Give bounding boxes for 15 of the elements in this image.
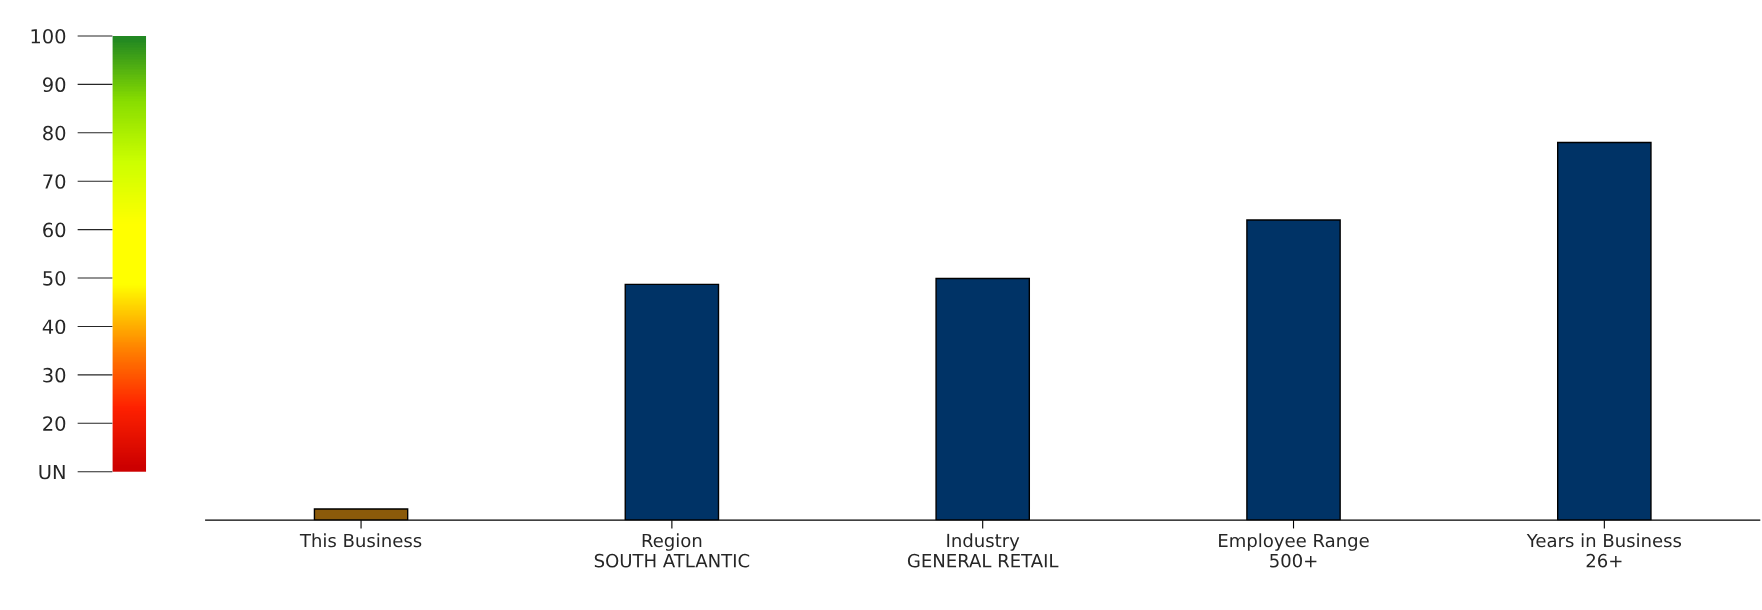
- y-tick-label: 40: [42, 319, 66, 335]
- x-tick-label: Region SOUTH ATLANTIC: [594, 533, 750, 568]
- x-tick-label: Years in Business 26+: [1526, 533, 1682, 568]
- y-tick-label: 80: [43, 125, 66, 141]
- y-tick-label: 90: [43, 77, 66, 93]
- y-tick-label: 60: [43, 222, 66, 238]
- y-tick-label: 30: [43, 367, 66, 383]
- x-tick-label: Industry GENERAL RETAIL: [907, 533, 1059, 568]
- y-tick-label: 70: [43, 174, 66, 189]
- y-tick-label: UN: [39, 464, 65, 480]
- x-tick-label: Employee Range 500+: [1219, 533, 1369, 568]
- x-tick-label: This Business: [299, 533, 422, 548]
- y-tick-label: 50: [43, 270, 66, 286]
- y-tick-label: 100: [31, 28, 66, 44]
- y-tick-label: 20: [43, 416, 66, 431]
